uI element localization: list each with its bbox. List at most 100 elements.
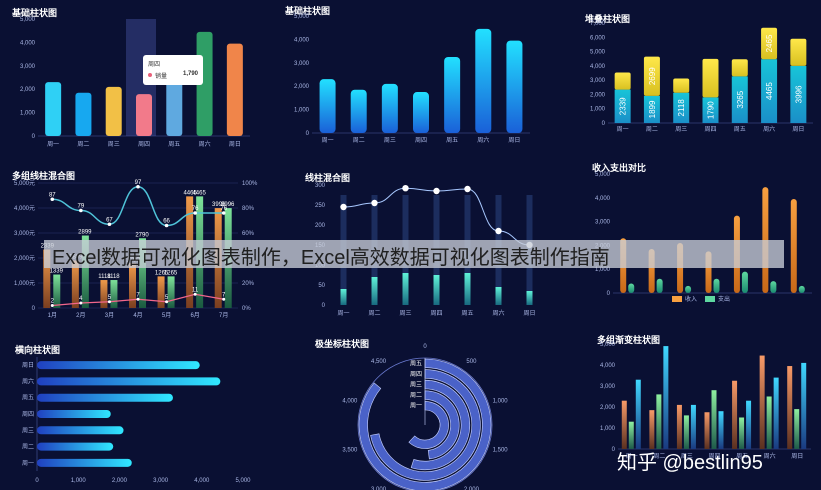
x-tick-label: 周三 [399,310,411,317]
line-point [495,227,502,235]
line-label: 4 [79,296,83,302]
y-tick-label: 0 [306,131,310,137]
x-tick-label: 周二 [368,310,380,317]
bar-segment [614,72,631,90]
bar [798,285,805,293]
line-label: 87 [49,192,56,198]
chart-title: 基础柱状图 [285,6,331,16]
angle-tick-label: 3,500 [342,447,358,453]
x-tick-label: 周一 [47,141,59,148]
y-tick-label: 2,000元 [14,255,35,262]
y-tick-label: 4,000 [595,196,611,202]
line-point [221,211,226,215]
chart-stacked-bar: 0 1,000 2,000 3,000 4,000 5,000 6,000 7,000 2339… [590,21,813,133]
x-tick-label: 周日 [792,126,804,133]
watermark: 知乎 @bestlin95 [617,452,763,474]
x-tick-label: 周二 [353,137,365,144]
data-label: 2465 [765,34,774,52]
y-tick-label: 6,000 [590,35,606,41]
line-label: 67 [106,217,113,223]
y2-tick-label: 20% [242,281,255,287]
x-tick-label: 7月 [219,312,228,319]
radial-label: 周一 [410,403,422,410]
polar-bar [424,390,460,460]
x-tick-label: 周二 [646,126,658,133]
bar [741,271,748,293]
bar-segment [790,65,807,123]
data-label: 1790 [707,101,716,119]
x-tick-label: 3,000 [153,478,169,484]
data-label: 1265 [164,270,178,276]
panel-basic-bar-1: 基础柱状图 0 1,000 2,000 3,000 4,000 5,000 周一 周二 周三 周四… [0,0,260,160]
line-point [433,187,440,195]
bar [433,275,440,305]
angle-tick-label: 1,500 [493,447,509,453]
panel-horizontal-bar: 横向柱状图 0 1,000 2,000 3,000 4,000 5,000 周一 周二 周三 周四… [0,335,275,490]
bar [129,263,136,308]
chart-title: 横向柱状图 [15,345,61,355]
y-tick-label: 4,000 [20,40,36,46]
x-tick-label: 周日 [508,137,520,144]
bar [628,283,635,293]
bar-segment [673,78,690,93]
x-tick-label: 周五 [461,310,473,317]
bar [444,56,461,134]
bar [690,404,696,449]
line-point [107,300,111,304]
bar [794,409,800,449]
line-label: 79 [78,204,85,210]
y-tick-label: 周一 [22,460,34,467]
data-label: 3265 [736,90,745,108]
angle-tick-label: 3,000 [371,487,387,490]
overlay-banner: Excel数据可视化图表制作，Excel高效数据可视化图表制作指南 [44,240,784,269]
x-tick-label: 周三 [681,453,693,460]
bar [759,355,765,449]
line-point [371,199,378,207]
data-label: 3996 [212,202,226,208]
x-tick-label: 周四 [138,141,150,148]
y-tick-label: 0 [602,121,606,127]
y-tick-label: 1,000 [294,108,310,114]
x-tick-label: 周一 [626,453,638,460]
bar [704,412,710,449]
line-point [50,304,54,307]
data-label: 1118 [107,274,120,280]
tooltip-series: 销量 [155,74,168,80]
x-tick-label: 1月 [48,312,57,319]
line-label: 7 [136,292,140,298]
bar-segment [731,76,748,123]
y-tick-label: 周五 [22,395,34,402]
y-tick-label: 0 [32,306,36,312]
panel-gradient-multi-bar: 多组渐变柱状图 0 1,000 2,000 3,000 4,000 5,000 周一 周二 周三… [585,325,821,490]
bar [105,86,122,136]
y2-tick-label: 80% [242,206,255,212]
x-tick-label: 6月 [190,312,199,319]
y-tick-label: 周四 [22,411,34,418]
bar [100,280,108,308]
x-tick-label: 周六 [477,136,489,144]
x-tick-label: 周五 [446,137,458,144]
x-tick-label: 2,000 [112,478,128,484]
polar-bar [358,358,492,490]
y-tick-label: 5,000 [595,172,611,178]
y-tick-label: 2,000 [600,405,616,411]
banner-text: Excel数据可视化图表制作，Excel高效数据可视化图表制作指南 [52,247,610,269]
y-tick-label: 3,000 [595,220,611,226]
data-label: 1265 [155,270,169,276]
legend-swatch [705,296,715,302]
bar [773,377,779,449]
tooltip-value: 1,790 [182,71,198,77]
bar [676,404,682,449]
data-label: 3996 [221,202,235,208]
chart-title: 线柱混合图 [305,173,351,183]
bar-segment [731,59,748,77]
data-label: 4465 [192,190,206,196]
y-tick-label: 2,000 [590,92,606,98]
line-point [402,185,409,192]
bar [413,92,429,133]
polar-bar [408,401,449,449]
chart-title: 多组线柱混合图 [12,171,76,181]
radial-label: 周三 [410,382,422,389]
line-point [164,223,169,228]
